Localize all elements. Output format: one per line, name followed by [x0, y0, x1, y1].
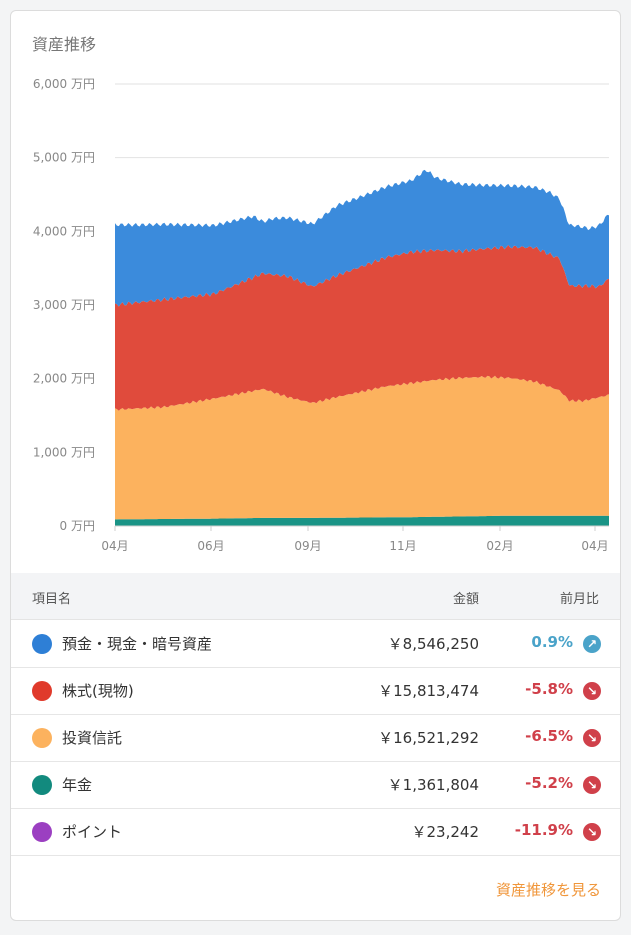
row-name: 預金・現金・暗号資産	[62, 635, 213, 653]
legend-dot	[32, 634, 52, 654]
table-row: 株式(現物) ￥15,813,474 -5.8% ↘	[11, 667, 620, 715]
row-name: ポイント	[62, 823, 123, 841]
card-title: 資産推移	[32, 35, 97, 54]
y-tick-label: 4,000 万円	[33, 224, 95, 238]
header-amount: 金額	[452, 592, 479, 607]
trend-down-icon: ↘	[583, 823, 601, 841]
row-name: 投資信託	[62, 729, 123, 747]
row-change: -11.9%	[514, 821, 573, 839]
legend-dot	[32, 728, 52, 748]
row-amount: ￥15,813,474	[378, 682, 479, 700]
row-change: 0.9%	[531, 633, 573, 651]
row-change: -6.5%	[525, 727, 573, 745]
asset-area-chart: 0 万円 1,000 万円 2,000 万円 3,000 万円 4,000 万円 5,00…	[33, 77, 609, 553]
area-series-deposits	[115, 169, 609, 307]
x-tick-label: 11月	[389, 539, 416, 553]
table-header: 項目名 金額 前月比	[11, 573, 620, 620]
x-tick-label: 02月	[486, 539, 513, 553]
y-tick-label: 6,000 万円	[33, 77, 95, 91]
y-tick-label: 2,000 万円	[33, 372, 95, 386]
x-tick-label: 04月	[581, 539, 608, 553]
trend-down-icon: ↘	[583, 776, 601, 794]
legend-dot	[32, 775, 52, 795]
y-tick-label: 3,000 万円	[33, 298, 95, 312]
area-series-stocks	[115, 244, 609, 411]
header-change: 前月比	[559, 592, 599, 607]
area-series-pension	[115, 515, 609, 526]
asset-trend-card: 資産推移 0 万円 1,000 万円 2,000 万円 3,000 万円 4,000 万…	[10, 10, 621, 921]
y-tick-label: 5,000 万円	[33, 151, 95, 165]
y-tick-label: 1,000 万円	[33, 445, 95, 459]
table-row: ポイント ￥23,242 -11.9% ↘	[11, 808, 620, 856]
row-name: 株式(現物)	[62, 682, 134, 700]
x-tick-label: 09月	[294, 539, 321, 553]
table-row: 預金・現金・暗号資産 ￥8,546,250 0.9% ↗	[11, 620, 620, 668]
row-change: -5.8%	[525, 680, 573, 698]
x-tick-label: 06月	[197, 539, 224, 553]
view-asset-trend-link[interactable]: 資産推移を見る	[495, 881, 601, 899]
legend-dot	[32, 681, 52, 701]
trend-up-icon: ↗	[583, 635, 601, 653]
trend-down-icon: ↘	[583, 682, 601, 700]
row-name: 年金	[62, 776, 93, 794]
row-amount: ￥23,242	[411, 823, 480, 841]
header-name: 項目名	[32, 592, 72, 607]
table-row: 年金 ￥1,361,804 -5.2% ↘	[11, 761, 620, 809]
row-change: -5.2%	[525, 774, 573, 792]
area-series-funds	[115, 375, 609, 520]
row-amount: ￥8,546,250	[387, 635, 479, 653]
row-amount: ￥1,361,804	[387, 776, 479, 794]
trend-down-icon: ↘	[583, 729, 601, 747]
x-tick-label: 04月	[101, 539, 128, 553]
legend-dot	[32, 822, 52, 842]
row-amount: ￥16,521,292	[378, 729, 479, 747]
table-row: 投資信託 ￥16,521,292 -6.5% ↘	[11, 714, 620, 762]
y-tick-label: 0 万円	[60, 519, 95, 533]
